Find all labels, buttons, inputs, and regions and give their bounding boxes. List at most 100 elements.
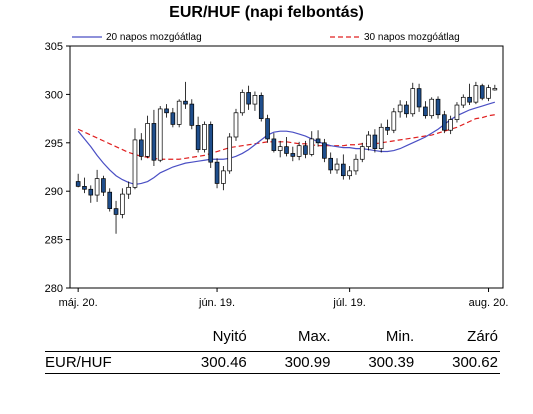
- candle-body-up: [309, 138, 315, 155]
- summary-header-open: Nyitó: [212, 328, 247, 345]
- candle-body-down: [284, 146, 289, 154]
- candle: [353, 154, 359, 175]
- summary-header-max: Max.: [297, 328, 331, 345]
- candle: [454, 102, 460, 123]
- candle: [296, 141, 302, 161]
- candle-body-up: [94, 178, 100, 196]
- candles: [75, 81, 498, 234]
- summary-min-value: 300.39: [332, 351, 417, 374]
- x-tick-label: jún. 19.: [198, 297, 235, 309]
- candle: [88, 185, 94, 203]
- candle-body-down: [416, 88, 422, 108]
- candle-body-up: [492, 88, 498, 91]
- candle: [157, 106, 163, 163]
- candle-body-up: [397, 104, 403, 113]
- candle: [290, 146, 296, 162]
- candle-body-down: [404, 104, 409, 115]
- candle-body-up: [252, 95, 258, 105]
- candle-body-up: [473, 85, 479, 103]
- candle: [214, 158, 220, 189]
- candle-body-down: [303, 145, 308, 155]
- candle-body-down: [315, 138, 321, 144]
- candle: [378, 123, 384, 153]
- candle: [442, 110, 447, 134]
- chart-title: EUR/HUF (napi felbontás): [169, 4, 364, 21]
- y-axis-ticks: 280 285 290 295 300 305: [45, 41, 70, 295]
- candle: [233, 108, 239, 141]
- candle-body-up: [227, 136, 232, 172]
- candle: [239, 89, 245, 116]
- x-tick-label: máj. 20.: [59, 297, 98, 309]
- candle: [208, 121, 214, 168]
- summary-row-label: EUR/HUF: [45, 351, 166, 374]
- candle: [410, 82, 416, 117]
- candle: [221, 166, 226, 191]
- candle: [404, 101, 409, 118]
- x-tick-label: aug. 20.: [469, 297, 509, 309]
- candle: [473, 81, 479, 105]
- candle-body-up: [359, 146, 365, 160]
- candle: [366, 131, 371, 151]
- candle-body-up: [126, 186, 131, 195]
- y-tick-label: 300: [45, 89, 63, 101]
- legend-label-ma30: 30 napos mozgóátlag: [364, 32, 460, 43]
- candle-body-up: [378, 126, 384, 149]
- summary-open-value: 300.46: [165, 351, 249, 374]
- candle: [151, 109, 157, 167]
- candle-body-down: [265, 118, 270, 140]
- ma20-line: [77, 101, 496, 186]
- legend: 20 napos mozgóátlag 30 napos mozgóátlag: [72, 32, 460, 43]
- candle-body-down: [195, 125, 201, 150]
- summary-max-value: 300.99: [248, 351, 333, 374]
- candle-body-up: [448, 119, 453, 131]
- candle: [435, 96, 441, 119]
- summary-header-empty: [45, 328, 165, 352]
- candle: [164, 104, 169, 118]
- candle-body-down: [101, 178, 106, 193]
- candle-body-down: [423, 106, 428, 117]
- summary-header-row: Nyitó Max. Min. Záró: [45, 328, 500, 352]
- candle: [138, 133, 144, 161]
- candle: [126, 181, 131, 199]
- candle-body-down: [328, 157, 334, 171]
- candle: [492, 84, 498, 91]
- candle-body-down: [214, 161, 220, 184]
- summary-header-min: Min.: [385, 328, 415, 345]
- candle: [486, 84, 491, 102]
- ma20-layer: [77, 101, 496, 186]
- candle-body-down: [341, 163, 346, 177]
- candle: [189, 99, 195, 130]
- candle: [101, 175, 106, 197]
- candle: [258, 92, 264, 122]
- candle-body-down: [322, 142, 327, 159]
- x-axis-ticks: máj. 20. jún. 19. júl. 19. aug. 20.: [59, 288, 509, 309]
- candle-body-up: [221, 170, 226, 184]
- candle: [202, 121, 207, 153]
- candle-body-up: [296, 145, 302, 157]
- candle: [334, 158, 340, 174]
- candle-body-up: [239, 92, 245, 114]
- candle-body-up: [120, 193, 125, 215]
- candle: [132, 128, 138, 190]
- candle-body-up: [347, 170, 352, 177]
- candle-body-up: [277, 146, 283, 151]
- candle: [322, 138, 327, 163]
- candle-body-down: [442, 114, 447, 131]
- candle: [265, 114, 270, 143]
- candle: [82, 177, 87, 194]
- candle: [429, 97, 435, 119]
- candle-body-up: [157, 108, 163, 161]
- candle-body-down: [138, 139, 144, 157]
- candle-body-down: [246, 92, 251, 105]
- candle-body-down: [290, 153, 296, 157]
- candle-body-up: [429, 98, 435, 117]
- candle: [252, 91, 258, 111]
- candle: [145, 115, 150, 159]
- candle: [479, 83, 485, 101]
- candle: [315, 130, 321, 147]
- candle: [328, 152, 334, 174]
- candle: [113, 200, 119, 234]
- candle-body-down: [107, 191, 113, 209]
- candle: [107, 188, 113, 212]
- candle-body-down: [151, 123, 157, 161]
